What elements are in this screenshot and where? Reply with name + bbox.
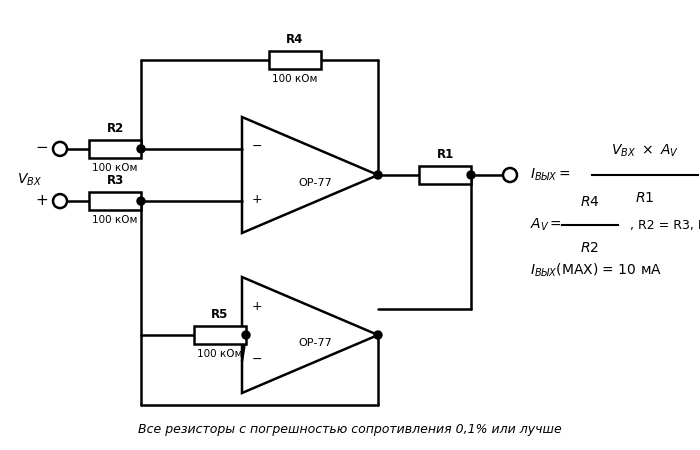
Text: ОР-77: ОР-77 — [298, 338, 332, 348]
Text: $A_V=$: $A_V=$ — [530, 217, 562, 233]
Bar — [89, 192, 141, 210]
Text: 100 кОм: 100 кОм — [92, 215, 138, 225]
Text: $V_{ВХ}\ \times\ A_V$: $V_{ВХ}\ \times\ A_V$ — [611, 143, 679, 159]
Text: R1: R1 — [436, 148, 454, 161]
Circle shape — [374, 331, 382, 339]
Circle shape — [53, 142, 67, 156]
Text: R3: R3 — [106, 174, 124, 187]
Text: $I_{ВЫХ}$(MAX) = 10 мА: $I_{ВЫХ}$(MAX) = 10 мА — [530, 261, 662, 279]
Text: 100 кОм: 100 кОм — [272, 74, 318, 84]
Text: −: − — [252, 353, 262, 365]
Text: −: − — [36, 140, 48, 155]
Text: $V_{ВХ}$: $V_{ВХ}$ — [18, 172, 43, 188]
Circle shape — [242, 331, 250, 339]
Bar — [194, 326, 246, 344]
Text: R5: R5 — [211, 308, 229, 321]
Text: 100 кОм: 100 кОм — [92, 163, 138, 173]
Text: −: − — [252, 140, 262, 153]
Circle shape — [137, 197, 145, 205]
Text: +: + — [252, 301, 262, 313]
Text: $I_{ВЫХ}=$: $I_{ВЫХ}=$ — [530, 167, 570, 183]
Circle shape — [374, 171, 382, 179]
Text: R4: R4 — [286, 33, 304, 46]
Bar — [269, 51, 321, 69]
Bar — [89, 140, 141, 158]
Circle shape — [467, 171, 475, 179]
Circle shape — [137, 145, 145, 153]
Circle shape — [53, 194, 67, 208]
Text: $R4$: $R4$ — [580, 195, 600, 209]
Text: Все резисторы с погрешностью сопротивления 0,1% или лучше: Все резисторы с погрешностью сопротивлен… — [138, 423, 562, 436]
Text: ОР-77: ОР-77 — [298, 178, 332, 188]
Text: 100 кОм: 100 кОм — [197, 349, 243, 359]
Text: +: + — [36, 193, 48, 207]
Text: R2: R2 — [106, 122, 124, 135]
Text: $R1$: $R1$ — [636, 191, 654, 205]
Text: $R2$: $R2$ — [580, 241, 599, 255]
Text: , R2 = R3, R4 = R5: , R2 = R3, R4 = R5 — [630, 219, 700, 231]
Circle shape — [503, 168, 517, 182]
Bar — [419, 166, 471, 184]
Text: +: + — [252, 193, 262, 206]
